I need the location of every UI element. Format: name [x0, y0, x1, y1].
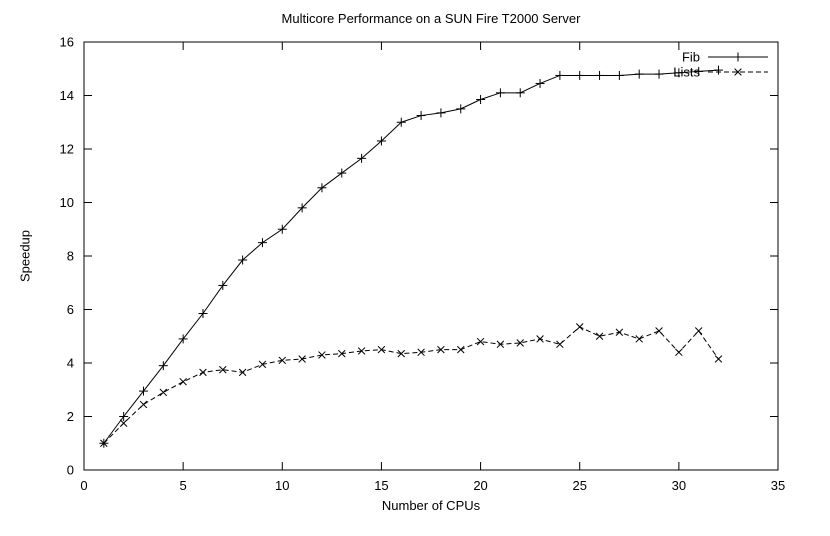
- x-tick-label: 10: [275, 478, 289, 493]
- lists-marker: [694, 327, 703, 335]
- x-tick-label: 25: [572, 478, 586, 493]
- lists-marker: [258, 360, 267, 369]
- lists-series-line: [103, 326, 719, 444]
- lists-marker: [139, 400, 148, 409]
- fib-series-line: [103, 69, 719, 444]
- lists-marker: [556, 340, 564, 349]
- plot-border: [83, 41, 779, 471]
- lists-marker: [615, 328, 624, 336]
- lists-marker: [675, 348, 683, 357]
- lists-marker: [100, 439, 108, 448]
- y-tick-label: 6: [67, 302, 74, 317]
- lists-marker: [298, 355, 306, 363]
- lists-marker: [655, 327, 663, 335]
- x-tick-label: 30: [672, 478, 686, 493]
- lists-marker: [397, 349, 406, 358]
- y-tick-label: 4: [67, 356, 74, 371]
- lists-legend-marker: [734, 68, 742, 76]
- lists-marker: [714, 355, 723, 363]
- x-tick-label: 15: [374, 478, 388, 493]
- chart-title: Multicore Performance on a SUN Fire T200…: [281, 11, 581, 26]
- legend-label-lists: Lists: [673, 65, 700, 80]
- lists-marker: [159, 388, 168, 397]
- lists-marker: [635, 335, 643, 343]
- y-tick-label: 12: [60, 142, 74, 157]
- lists-marker: [575, 323, 584, 331]
- y-tick-label: 8: [67, 249, 74, 264]
- lists-marker: [516, 339, 524, 347]
- lists-marker: [357, 347, 366, 355]
- y-tick-label: 14: [60, 88, 74, 103]
- x-tick-label: 0: [80, 478, 87, 493]
- lists-marker: [536, 335, 544, 343]
- x-tick-label: 20: [473, 478, 487, 493]
- lists-marker: [238, 368, 247, 377]
- y-tick-label: 0: [67, 463, 74, 478]
- lists-marker: [595, 332, 604, 341]
- lists-marker: [476, 337, 485, 346]
- y-axis-label: Speedup: [17, 229, 33, 283]
- x-tick-label: 5: [180, 478, 187, 493]
- legend-label-fib: Fib: [682, 50, 700, 65]
- lists-marker: [119, 419, 128, 427]
- lists-marker: [417, 348, 425, 357]
- lists-marker: [437, 345, 445, 354]
- lists-marker: [179, 377, 187, 386]
- lists-marker: [496, 340, 505, 349]
- x-axis-label: Number of CPUs: [381, 498, 481, 513]
- y-tick-label: 16: [60, 35, 74, 50]
- x-tick-label: 35: [771, 478, 785, 493]
- lists-marker: [199, 368, 207, 377]
- y-tick-label: 2: [67, 409, 74, 424]
- lists-marker: [318, 351, 326, 359]
- lists-marker: [338, 349, 346, 358]
- lists-marker: [219, 365, 227, 374]
- y-tick-label: 10: [60, 195, 74, 210]
- lists-marker: [456, 345, 465, 354]
- lists-marker: [278, 356, 287, 365]
- lists-marker: [377, 345, 386, 354]
